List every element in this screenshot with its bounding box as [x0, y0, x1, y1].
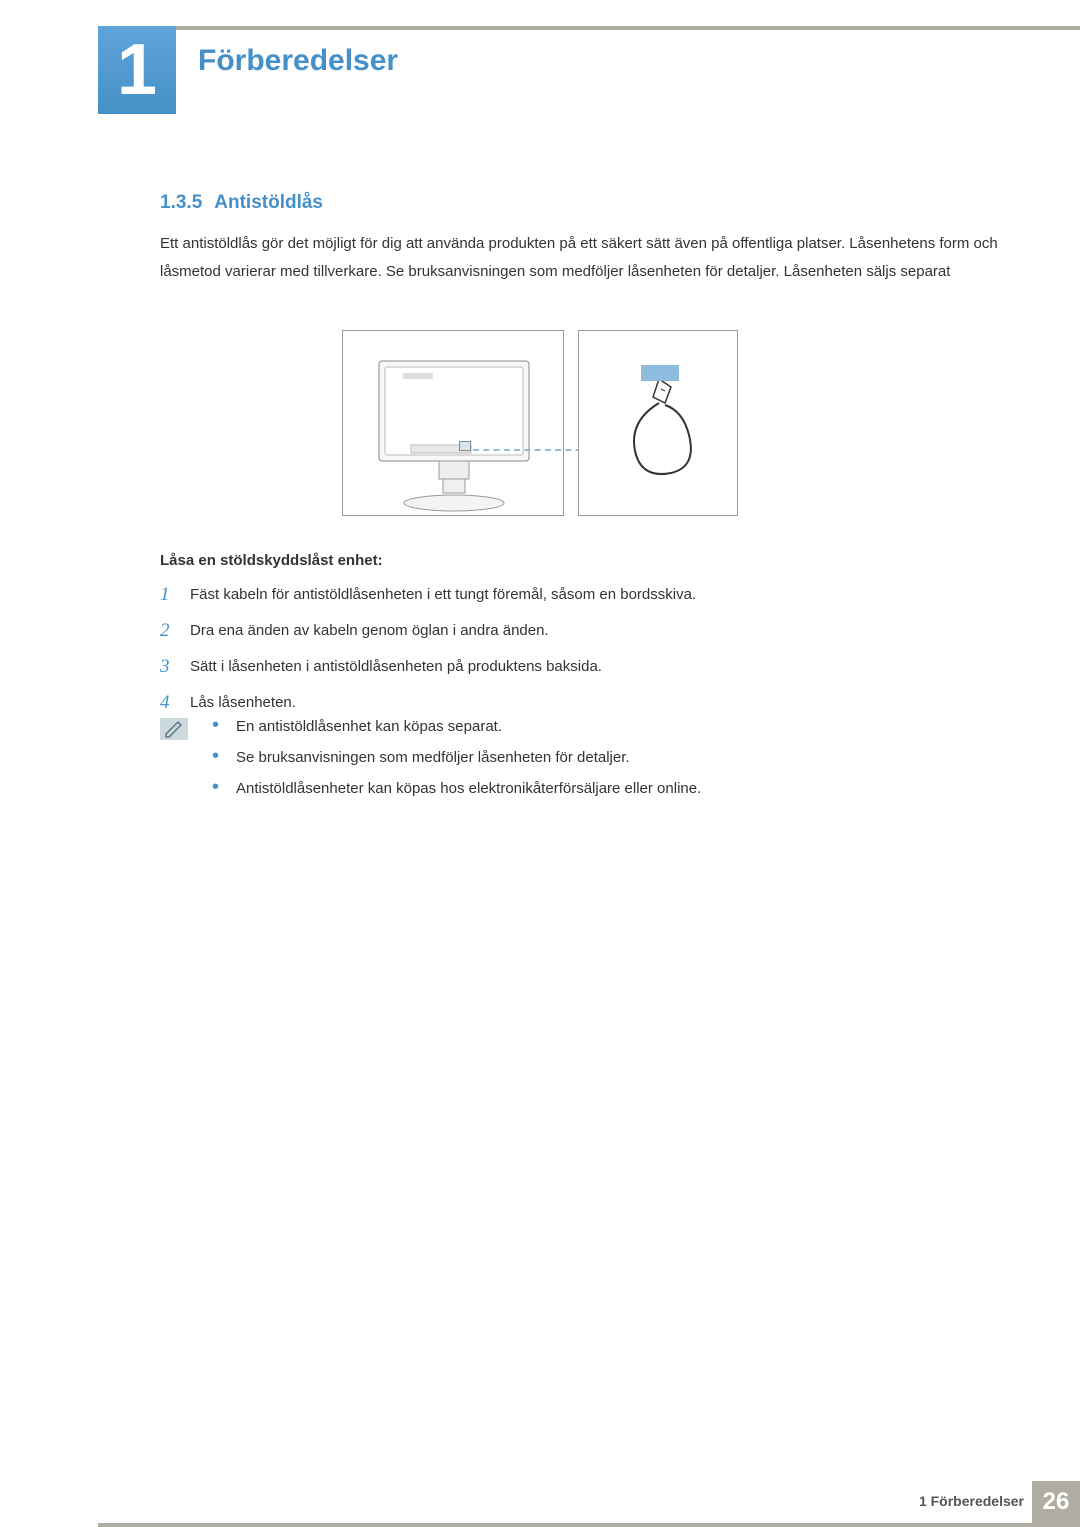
section-paragraph: Ett antistöldlås gör det möjligt för dig…	[160, 230, 1020, 286]
note-item: • Se bruksanvisningen som medföljer låse…	[212, 749, 1020, 766]
step-text: Sätt i låsenheten i antistöldlåsenheten …	[190, 656, 602, 678]
footer: 1 Förberedelser 26	[98, 1475, 1080, 1527]
step-text: Fäst kabeln för antistöldlåsenheten i et…	[190, 584, 696, 606]
note-item: • En antistöldlåsenhet kan köpas separat…	[212, 718, 1020, 735]
steps-list: 1 Fäst kabeln för antistöldlåsenheten i …	[160, 584, 1020, 728]
step-item: 1 Fäst kabeln för antistöldlåsenheten i …	[160, 584, 1020, 606]
figure-panel-monitor	[342, 330, 564, 516]
footer-rule	[98, 1523, 1080, 1527]
note-text: En antistöldlåsenhet kan köpas separat.	[236, 718, 502, 735]
figure-panel-lock-detail	[578, 330, 738, 516]
step-item: 4 Lås låsenheten.	[160, 692, 1020, 714]
note-pencil-icon	[160, 718, 188, 740]
page-number: 26	[1032, 1481, 1080, 1523]
note-list: • En antistöldlåsenhet kan köpas separat…	[196, 718, 1020, 811]
step-text: Dra ena änden av kabeln genom öglan i an…	[190, 620, 549, 642]
step-number: 1	[160, 584, 190, 606]
note-item: • Antistöldlåsenheter kan köpas hos elek…	[212, 780, 1020, 797]
bullet-icon: •	[212, 718, 236, 735]
figure	[0, 330, 1080, 516]
step-item: 2 Dra ena änden av kabeln genom öglan i …	[160, 620, 1020, 642]
header-rule	[98, 26, 1080, 30]
bullet-icon: •	[212, 780, 236, 797]
lock-slot-icon	[459, 441, 471, 451]
chapter-number: 1	[117, 29, 157, 111]
note-block: • En antistöldlåsenhet kan köpas separat…	[160, 718, 1020, 811]
step-number: 4	[160, 692, 190, 714]
note-icon-wrap	[160, 718, 196, 811]
lock-key-icon	[579, 331, 739, 517]
chapter-title: Förberedelser	[198, 44, 398, 78]
monitor-rear-icon	[343, 331, 565, 517]
note-text: Se bruksanvisningen som medföljer låsenh…	[236, 749, 630, 766]
section-title: Antistöldlås	[214, 192, 323, 213]
step-text: Lås låsenheten.	[190, 692, 296, 714]
lock-slot-highlight	[641, 365, 679, 381]
chapter-tab: 1	[98, 26, 176, 114]
footer-chapter-label: 1 Förberedelser	[919, 1493, 1024, 1509]
step-number: 3	[160, 656, 190, 678]
section-heading: 1.3.5 Antistöldlås	[160, 192, 323, 214]
step-item: 3 Sätt i låsenheten i antistöldlåsenhete…	[160, 656, 1020, 678]
bullet-icon: •	[212, 749, 236, 766]
steps-subheading: Låsa en stöldskyddslåst enhet:	[160, 552, 383, 569]
section-number: 1.3.5	[160, 192, 202, 213]
note-text: Antistöldlåsenheter kan köpas hos elektr…	[236, 780, 701, 797]
step-number: 2	[160, 620, 190, 642]
